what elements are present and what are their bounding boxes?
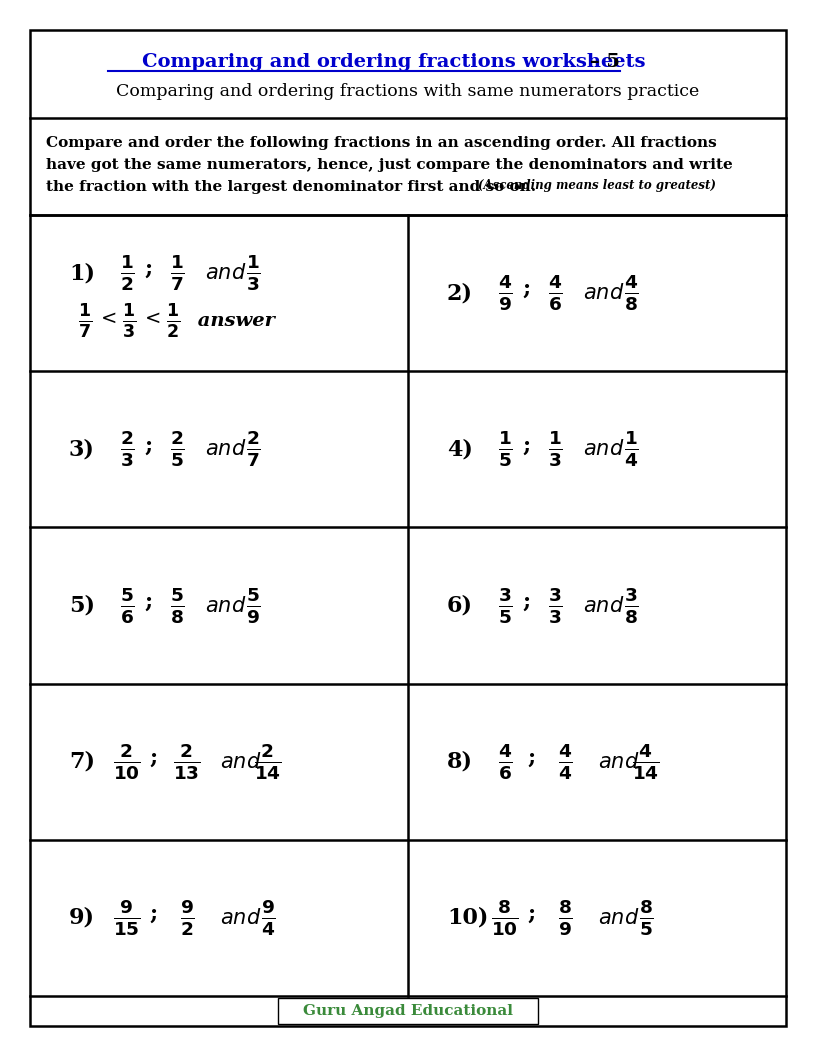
Text: ;: ; bbox=[150, 747, 158, 769]
Text: $\mathbf{\frac{1}{3}}$: $\mathbf{\frac{1}{3}}$ bbox=[548, 429, 562, 470]
Text: $\mathbf{\frac{5}{9}}$: $\mathbf{\frac{5}{9}}$ bbox=[246, 585, 260, 625]
Text: ;: ; bbox=[523, 590, 531, 612]
Text: $\mathbf{\frac{8}{5}}$: $\mathbf{\frac{8}{5}}$ bbox=[639, 898, 654, 938]
Text: $\mathit{and}$: $\mathit{and}$ bbox=[583, 596, 624, 616]
Text: ;: ; bbox=[145, 434, 153, 456]
Text: $<$: $<$ bbox=[97, 308, 117, 327]
Text: $\mathbf{\frac{4}{6}}$: $\mathbf{\frac{4}{6}}$ bbox=[498, 741, 512, 781]
Text: $\mathbf{\frac{4}{8}}$: $\mathbf{\frac{4}{8}}$ bbox=[623, 274, 638, 314]
Text: ;: ; bbox=[150, 903, 158, 925]
Text: 10): 10) bbox=[447, 907, 488, 929]
Text: $\mathbf{\frac{1}{4}}$: $\mathbf{\frac{1}{4}}$ bbox=[623, 429, 638, 470]
Text: ;: ; bbox=[523, 434, 531, 456]
Text: $\mathbf{\frac{2}{5}}$: $\mathbf{\frac{2}{5}}$ bbox=[170, 429, 184, 470]
Text: $\mathbf{\frac{1}{7}}$: $\mathbf{\frac{1}{7}}$ bbox=[78, 302, 92, 340]
Text: answer: answer bbox=[191, 313, 275, 331]
Text: $\mathbf{\frac{4}{9}}$: $\mathbf{\frac{4}{9}}$ bbox=[498, 274, 512, 314]
Text: Comparing and ordering fractions worksheets: Comparing and ordering fractions workshe… bbox=[142, 53, 645, 71]
Text: $\mathbf{\frac{2}{13}}$: $\mathbf{\frac{2}{13}}$ bbox=[173, 741, 201, 781]
Text: $\mathbf{\frac{8}{9}}$: $\mathbf{\frac{8}{9}}$ bbox=[557, 898, 572, 938]
Text: ;: ; bbox=[528, 903, 536, 925]
Text: $\mathbf{\frac{5}{8}}$: $\mathbf{\frac{5}{8}}$ bbox=[170, 585, 184, 625]
Text: $\mathbf{\frac{1}{3}}$: $\mathbf{\frac{1}{3}}$ bbox=[246, 253, 260, 294]
Text: ;: ; bbox=[145, 258, 153, 280]
Text: $\mathit{and}$: $\mathit{and}$ bbox=[598, 752, 640, 772]
Text: the fraction with the largest denominator first and so on.: the fraction with the largest denominato… bbox=[46, 180, 536, 194]
Text: 8): 8) bbox=[447, 751, 473, 773]
Text: $\mathbf{\frac{2}{14}}$: $\mathbf{\frac{2}{14}}$ bbox=[254, 741, 282, 781]
Text: 3): 3) bbox=[69, 438, 95, 460]
Text: $\mathit{and}$: $\mathit{and}$ bbox=[205, 596, 246, 616]
Text: $\mathit{and}$: $\mathit{and}$ bbox=[220, 752, 261, 772]
Text: 6): 6) bbox=[447, 595, 473, 617]
Text: 2): 2) bbox=[447, 282, 473, 304]
Text: $\mathbf{\frac{9}{2}}$: $\mathbf{\frac{9}{2}}$ bbox=[180, 898, 194, 938]
Text: Guru Angad Educational: Guru Angad Educational bbox=[303, 1004, 513, 1018]
Text: $\mathbf{\frac{3}{5}}$: $\mathbf{\frac{3}{5}}$ bbox=[498, 585, 512, 625]
Text: ;: ; bbox=[523, 278, 531, 300]
Text: ;: ; bbox=[145, 590, 153, 612]
Text: 5): 5) bbox=[69, 595, 95, 617]
Text: $\mathbf{\frac{9}{15}}$: $\mathbf{\frac{9}{15}}$ bbox=[113, 898, 141, 938]
Text: 9): 9) bbox=[69, 907, 95, 929]
Text: $\mathbf{\frac{3}{8}}$: $\mathbf{\frac{3}{8}}$ bbox=[623, 585, 638, 625]
Text: $<$: $<$ bbox=[141, 308, 161, 327]
Text: $\mathbf{\frac{1}{2}}$: $\mathbf{\frac{1}{2}}$ bbox=[166, 302, 180, 340]
Text: $\mathbf{\frac{1}{2}}$: $\mathbf{\frac{1}{2}}$ bbox=[120, 253, 135, 294]
Text: 7): 7) bbox=[69, 751, 95, 773]
Text: $\mathbf{\frac{1}{7}}$: $\mathbf{\frac{1}{7}}$ bbox=[170, 253, 184, 294]
Bar bbox=[278, 998, 538, 1024]
Text: $\mathbf{\frac{5}{6}}$: $\mathbf{\frac{5}{6}}$ bbox=[120, 585, 135, 625]
Text: $\mathit{and}$: $\mathit{and}$ bbox=[583, 439, 624, 459]
Text: $\mathbf{\frac{4}{6}}$: $\mathbf{\frac{4}{6}}$ bbox=[548, 274, 562, 314]
Text: 1): 1) bbox=[69, 262, 95, 284]
Text: $\mathbf{\frac{8}{10}}$: $\mathbf{\frac{8}{10}}$ bbox=[491, 898, 519, 938]
Text: $\mathit{and}$: $\mathit{and}$ bbox=[205, 263, 246, 283]
Text: $\mathit{and}$: $\mathit{and}$ bbox=[220, 908, 261, 928]
Text: Compare and order the following fractions in an ascending order. All fractions: Compare and order the following fraction… bbox=[46, 136, 716, 150]
Text: $\mathit{and}$: $\mathit{and}$ bbox=[598, 908, 640, 928]
Text: $\mathbf{\frac{2}{7}}$: $\mathbf{\frac{2}{7}}$ bbox=[246, 429, 260, 470]
Text: – 5: – 5 bbox=[590, 53, 620, 71]
Text: $\mathbf{\frac{1}{5}}$: $\mathbf{\frac{1}{5}}$ bbox=[498, 429, 512, 470]
Text: ;: ; bbox=[528, 747, 536, 769]
Text: $\mathit{and}$: $\mathit{and}$ bbox=[205, 439, 246, 459]
Text: $\mathbf{\frac{4}{4}}$: $\mathbf{\frac{4}{4}}$ bbox=[557, 741, 572, 781]
Text: (Ascending means least to greatest): (Ascending means least to greatest) bbox=[478, 180, 716, 192]
Text: $\mathit{and}$: $\mathit{and}$ bbox=[583, 283, 624, 303]
Text: $\mathbf{\frac{4}{14}}$: $\mathbf{\frac{4}{14}}$ bbox=[632, 741, 660, 781]
Text: $\mathbf{\frac{1}{3}}$: $\mathbf{\frac{1}{3}}$ bbox=[122, 302, 136, 340]
Text: $\mathbf{\frac{2}{3}}$: $\mathbf{\frac{2}{3}}$ bbox=[120, 429, 135, 470]
Text: 4): 4) bbox=[447, 438, 473, 460]
Text: have got the same numerators, hence, just compare the denominators and write: have got the same numerators, hence, jus… bbox=[46, 158, 733, 172]
Text: $\mathbf{\frac{3}{3}}$: $\mathbf{\frac{3}{3}}$ bbox=[548, 585, 562, 625]
Text: $\mathbf{\frac{9}{4}}$: $\mathbf{\frac{9}{4}}$ bbox=[260, 898, 276, 938]
Text: Comparing and ordering fractions with same numerators practice: Comparing and ordering fractions with sa… bbox=[117, 83, 699, 100]
Text: $\mathbf{\frac{2}{10}}$: $\mathbf{\frac{2}{10}}$ bbox=[113, 741, 141, 781]
